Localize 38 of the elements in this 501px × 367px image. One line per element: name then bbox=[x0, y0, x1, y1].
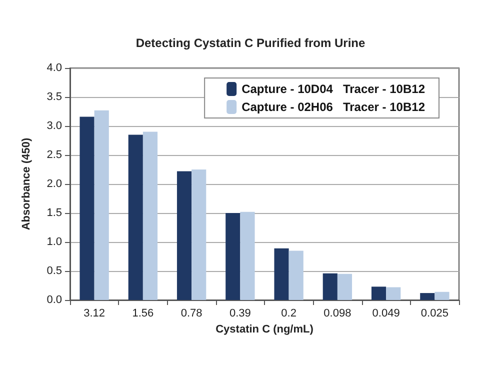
bar bbox=[94, 110, 109, 300]
bar bbox=[420, 293, 435, 300]
y-tick-label: 3.5 bbox=[46, 91, 62, 103]
x-axis-title: Cystatin C (ng/mL) bbox=[216, 324, 314, 336]
y-tick-label: 1.5 bbox=[46, 207, 62, 219]
bar bbox=[176, 171, 192, 300]
bar bbox=[192, 170, 206, 300]
bar bbox=[337, 274, 352, 300]
bar bbox=[288, 250, 304, 300]
y-axis-title: Absorbance (450) bbox=[20, 138, 32, 230]
y-tick-label: 0.0 bbox=[46, 294, 62, 306]
x-tick-label: 0.025 bbox=[420, 308, 448, 320]
bar bbox=[274, 248, 289, 300]
x-tick-label: 0.78 bbox=[180, 308, 202, 320]
x-tick-label: 1.56 bbox=[132, 308, 154, 320]
bar bbox=[434, 292, 450, 300]
chart-title: Detecting Cystatin C Purified from Urine bbox=[136, 36, 366, 50]
bar bbox=[240, 212, 255, 300]
y-tick-label: 4.0 bbox=[46, 62, 62, 74]
y-tick-label: 0.5 bbox=[46, 265, 62, 277]
bar bbox=[226, 213, 240, 300]
x-tick-label: 0.2 bbox=[281, 308, 296, 320]
y-tick-label: 1.0 bbox=[46, 236, 62, 248]
bar bbox=[80, 116, 94, 300]
bar bbox=[142, 132, 158, 300]
x-tick-label: 0.049 bbox=[372, 308, 400, 320]
y-tick-label: 2.0 bbox=[46, 178, 62, 190]
bar bbox=[128, 134, 143, 300]
y-tick-label: 2.5 bbox=[46, 149, 62, 161]
bar bbox=[322, 273, 338, 300]
x-tick-label: 0.39 bbox=[229, 308, 251, 320]
legend-label: Capture - 02H06 Tracer - 10B12 bbox=[242, 100, 426, 114]
legend-label: Capture - 10D04 Tracer - 10B12 bbox=[242, 82, 426, 96]
bar bbox=[386, 287, 401, 300]
x-tick-label: 0.098 bbox=[324, 308, 352, 320]
x-tick-label: 3.12 bbox=[84, 308, 106, 320]
y-tick-label: 3.0 bbox=[46, 120, 62, 132]
bar bbox=[371, 286, 386, 300]
